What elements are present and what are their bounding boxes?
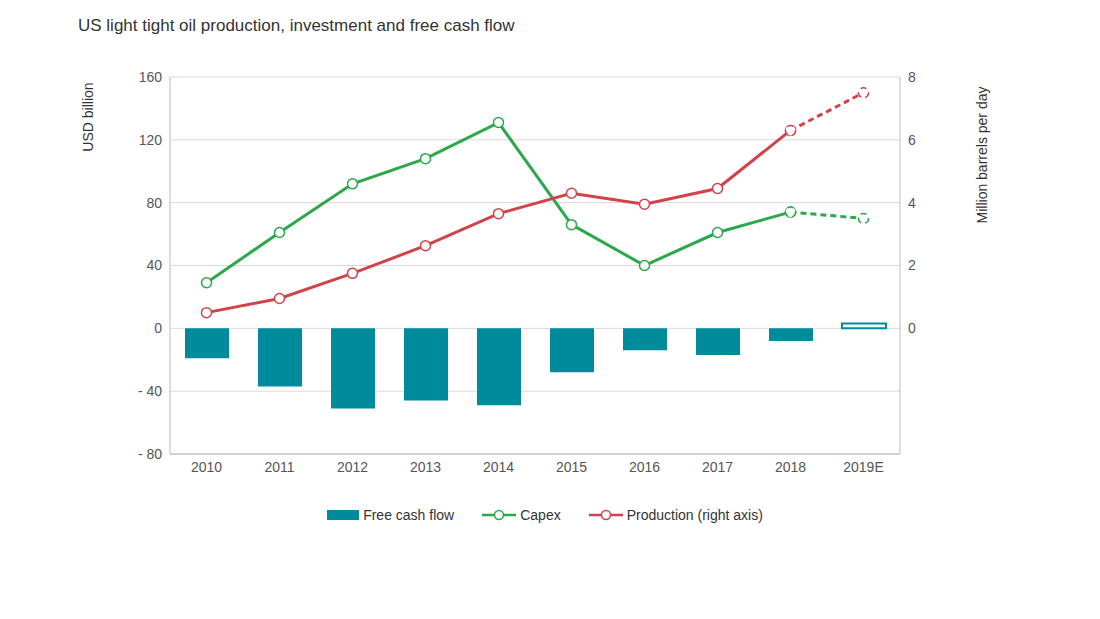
html-text:Million barrels per day: Million barrels per day [974, 86, 990, 224]
html-text:Free cash flow: Free cash flow [363, 507, 455, 523]
svg-text:2019E: 2019E [843, 459, 883, 475]
svg-text:6: 6 [908, 132, 916, 148]
svg-text:- 80: - 80 [138, 446, 162, 462]
svg-text:2017: 2017 [702, 459, 733, 475]
html-text:US light tight oil production,: US light tight oil production, investmen… [78, 16, 515, 35]
svg-text:2015: 2015 [556, 459, 587, 475]
svg-text:2011: 2011 [264, 459, 294, 475]
svg-text:2013: 2013 [410, 459, 441, 475]
svg-text:2: 2 [908, 257, 916, 273]
html-text:Capex: Capex [520, 507, 561, 523]
svg-text:2018: 2018 [775, 459, 806, 475]
svg-text:- 40: - 40 [138, 383, 162, 399]
svg-text:4: 4 [908, 195, 916, 211]
svg-text:2010: 2010 [191, 459, 222, 475]
html-text:USD billion: USD billion [80, 82, 96, 152]
svg-text:160: 160 [139, 69, 163, 85]
html-text:Production (right axis): Production (right axis) [626, 507, 763, 523]
svg-text:0: 0 [154, 320, 162, 336]
svg-text:120: 120 [139, 132, 163, 148]
svg-text:2016: 2016 [629, 459, 660, 475]
svg-text:2014: 2014 [483, 459, 514, 475]
svg-text:0: 0 [908, 320, 916, 336]
svg-text:40: 40 [146, 257, 162, 273]
svg-text:2012: 2012 [337, 459, 368, 475]
svg-text:8: 8 [908, 69, 916, 85]
svg-text:80: 80 [146, 195, 162, 211]
